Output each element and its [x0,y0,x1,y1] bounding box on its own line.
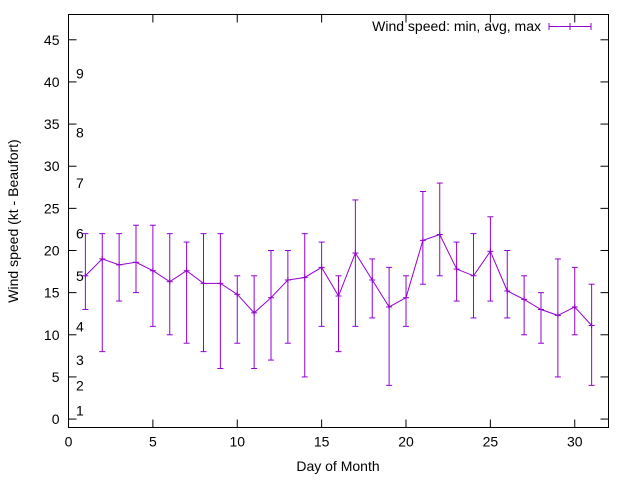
beaufort-label: 3 [76,352,84,368]
x-tick-label: 30 [567,434,583,450]
beaufort-label: 6 [76,226,84,242]
x-tick-label: 15 [314,434,330,450]
y-tick-label: 20 [44,243,60,259]
x-tick-label: 20 [398,434,414,450]
y-tick-label: 15 [44,285,60,301]
axis-ticks [68,14,609,428]
error-bars [82,182,595,386]
y-tick-label: 40 [44,74,60,90]
beaufort-label: 8 [76,125,84,141]
beaufort-label: 9 [76,66,84,82]
beaufort-label: 5 [76,268,84,284]
y-tick-label: 35 [44,116,60,132]
y-axis-label: Wind speed (kt - Beaufort) [5,139,21,302]
series-line-group [82,231,595,329]
x-tick-label: 5 [149,434,157,450]
plot-frame [68,14,609,428]
x-tick-label: 0 [65,434,73,450]
beaufort-label: 2 [76,377,84,393]
legend-label: Wind speed: min, avg, max [372,18,541,34]
beaufort-label: 4 [76,318,84,334]
y-tick-label: 10 [44,327,60,343]
y-tick-label: 0 [52,411,60,427]
x-tick-label: 10 [229,434,245,450]
beaufort-scale-labels: 1 2 3 4 5 6 7 8 9 [76,66,84,419]
y-tick-label: 5 [52,369,60,385]
legend: Wind speed: min, avg, max [372,18,592,34]
x-tick-label: 25 [483,434,499,450]
beaufort-label: 7 [76,175,84,191]
beaufort-label: 1 [76,403,84,419]
y-tick-label: 45 [44,32,60,48]
x-axis-label: Day of Month [296,458,379,474]
y-tick-label: 30 [44,158,60,174]
y-tick-label: 25 [44,200,60,216]
